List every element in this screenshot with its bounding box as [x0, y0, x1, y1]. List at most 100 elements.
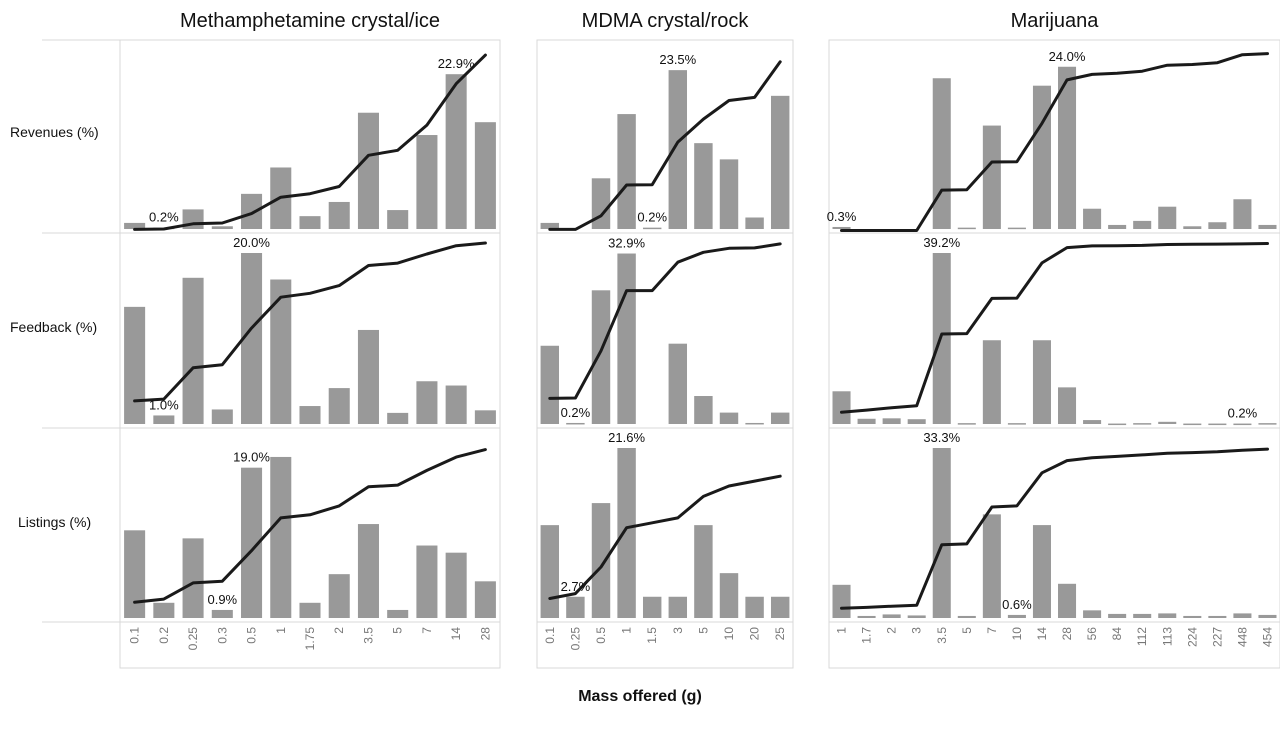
x-tick-label: 1.7 — [860, 627, 874, 644]
x-tick-label: 227 — [1210, 627, 1224, 647]
bar-10 — [1007, 423, 1026, 425]
bar-1.5 — [642, 227, 662, 230]
bar-112 — [1133, 220, 1152, 229]
bar-1 — [832, 584, 851, 618]
cumulative-line — [548, 60, 782, 231]
bar-227 — [1208, 615, 1227, 618]
bar-3.5 — [357, 112, 379, 229]
bar-14 — [1032, 85, 1051, 229]
column-title-marijuana: Marijuana — [1010, 10, 1099, 32]
column-title-mdma: MDMA crystal/rock — [581, 10, 749, 32]
x-tick-label: 5 — [960, 627, 974, 634]
bar-25 — [770, 596, 790, 618]
bar-20 — [745, 217, 764, 229]
data-label: 24.0% — [1049, 49, 1086, 64]
bar-14 — [445, 74, 467, 229]
bar-0.1 — [540, 345, 560, 424]
bar-1 — [617, 114, 636, 229]
panel-frame — [828, 39, 1280, 669]
x-tick-label: 1 — [835, 627, 849, 634]
x-tick-label: 448 — [1235, 627, 1249, 647]
bar-10 — [719, 573, 739, 618]
bar-28 — [1058, 387, 1077, 424]
bar-448 — [1233, 199, 1252, 229]
bar-3 — [668, 343, 688, 424]
bar-1.75 — [299, 216, 321, 229]
row-label-listings: Listings (%) — [18, 514, 92, 530]
x-tick-label: 3.5 — [935, 627, 949, 644]
bar-28 — [1058, 66, 1077, 229]
x-tick-label: 1.75 — [303, 627, 317, 651]
bar-5 — [694, 525, 713, 618]
cumulative-line — [133, 53, 487, 231]
x-tick-label: 113 — [1160, 627, 1174, 646]
bar-3 — [907, 419, 926, 424]
bar-56 — [1083, 420, 1102, 424]
bar-56 — [1083, 208, 1102, 229]
bar-0.3 — [211, 609, 233, 618]
data-label: 0.2% — [637, 210, 667, 225]
x-tick-label: 2 — [885, 627, 899, 634]
x-tick-label: 10 — [722, 627, 736, 641]
bar-20 — [745, 422, 764, 425]
bar-20 — [745, 596, 764, 618]
data-label: 21.6% — [608, 430, 645, 445]
x-tick-label: 28 — [1060, 627, 1074, 641]
bar-0.25 — [182, 538, 204, 618]
bar-14 — [1032, 525, 1051, 618]
x-tick-label: 0.25 — [186, 627, 200, 651]
row-label-revenues: Revenues (%) — [10, 124, 99, 140]
bar-2 — [882, 418, 901, 424]
cumulative-line — [840, 242, 1269, 414]
bar-1.7 — [857, 418, 876, 424]
x-tick-label: 0.2 — [157, 627, 171, 644]
x-tick-label: 3 — [671, 627, 685, 634]
x-tick-label: 2 — [332, 627, 346, 634]
bar-0.5 — [241, 193, 263, 229]
x-tick-label: 5 — [696, 627, 710, 634]
bar-14 — [445, 552, 467, 618]
x-tick-label: 14 — [1035, 627, 1049, 641]
cumulative-line — [548, 242, 782, 400]
data-label: 19.0% — [233, 450, 270, 465]
bar-1 — [270, 456, 292, 618]
bar-0.1 — [540, 222, 560, 229]
data-label: 0.9% — [207, 592, 237, 607]
bar-5 — [387, 210, 409, 229]
panel-frame — [119, 39, 501, 669]
cumulative-line — [840, 447, 1269, 610]
data-label: 2.7% — [561, 579, 591, 594]
bar-0.5 — [591, 290, 611, 424]
bar-1.75 — [299, 602, 321, 618]
x-tick-label: 1.5 — [645, 627, 659, 644]
bar-3 — [907, 615, 926, 618]
bar-7 — [982, 340, 1001, 424]
bar-0.3 — [211, 226, 233, 229]
x-tick-label: 0.3 — [215, 627, 229, 644]
bar-7 — [982, 125, 1001, 229]
bar-112 — [1133, 613, 1152, 618]
bar-1 — [832, 226, 851, 229]
x-tick-label: 10 — [1010, 627, 1024, 641]
bar-2 — [328, 388, 350, 424]
bar-1.75 — [299, 406, 321, 424]
x-tick-label: 3.5 — [361, 627, 375, 644]
x-axis-label: Mass offered (g) — [578, 688, 702, 705]
bar-28 — [474, 122, 496, 229]
bar-224 — [1183, 423, 1202, 426]
data-label: 1.0% — [149, 397, 179, 412]
bar-0.1 — [124, 306, 146, 424]
bar-28 — [1058, 583, 1077, 618]
bar-454 — [1258, 224, 1277, 229]
bar-25 — [770, 95, 790, 229]
bar-2 — [882, 614, 901, 618]
x-tick-label: 28 — [478, 627, 492, 641]
x-tick-label: 25 — [773, 627, 787, 641]
bar-224 — [1183, 226, 1202, 229]
bar-113 — [1158, 613, 1177, 618]
bar-113 — [1158, 421, 1177, 424]
bar-10 — [1007, 614, 1026, 618]
bar-5 — [957, 615, 976, 618]
